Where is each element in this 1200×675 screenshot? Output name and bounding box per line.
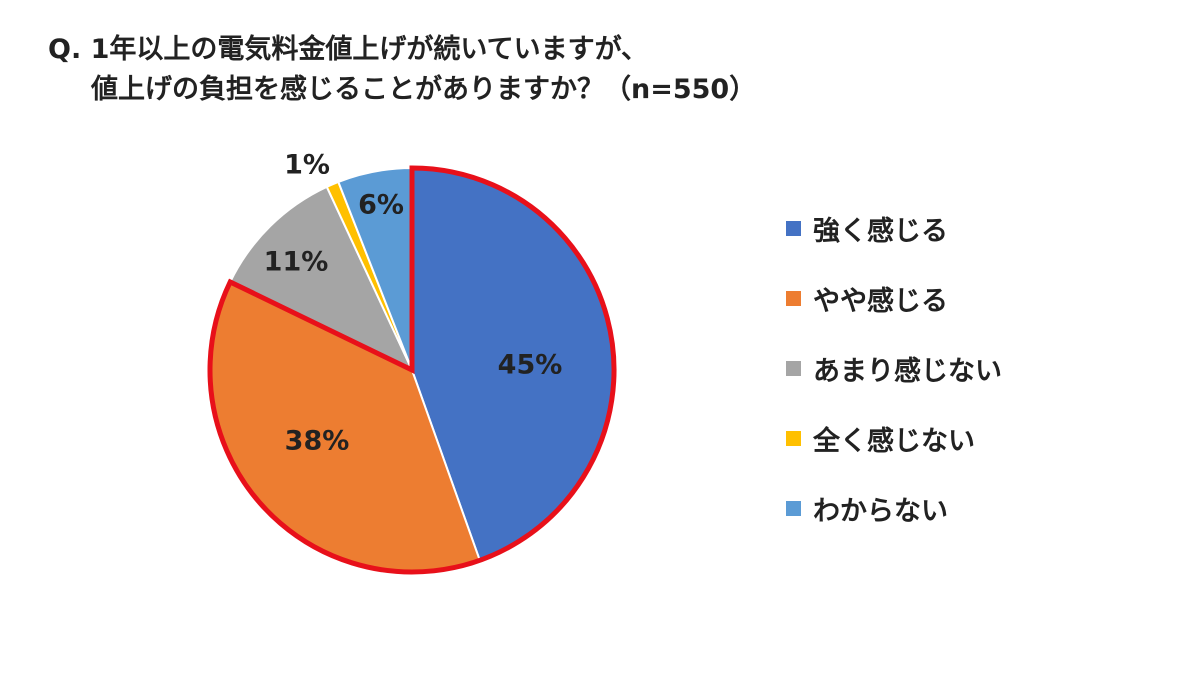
legend-label: 全く感じない bbox=[813, 425, 975, 457]
chart-title-line2: 値上げの負担を感じることがありますか？（n=550） bbox=[91, 74, 757, 105]
data-label-slice-5: 6% bbox=[358, 190, 404, 221]
data-label-slice-4: 1% bbox=[284, 150, 330, 181]
data-label-slice-2: 38% bbox=[285, 426, 350, 457]
legend-label: わからない bbox=[813, 495, 948, 527]
pie-slice-3 bbox=[228, 185, 415, 373]
data-label-slice-3: 11% bbox=[264, 247, 329, 278]
legend-item-slice-2: やや感じる bbox=[786, 278, 1002, 318]
chart-legend: 強く感じるやや感じるあまり感じない 全く感じない わからない bbox=[786, 208, 1002, 558]
legend-item-slice-5: わからない bbox=[786, 488, 1002, 528]
legend-swatch bbox=[786, 290, 801, 306]
highlight-outline bbox=[207, 165, 617, 575]
legend-swatch bbox=[786, 360, 801, 376]
legend-swatch bbox=[786, 430, 801, 446]
legend-swatch bbox=[786, 220, 801, 236]
legend-item-slice-1: 強く感じる bbox=[786, 208, 1002, 248]
legend-label: あまり感じない bbox=[813, 355, 1002, 387]
chart-title: Q. 1年以上の電気料金値上げが続いていますが、 値上げの負担を感じることがあり… bbox=[48, 30, 756, 110]
data-label-slice-1: 45% bbox=[498, 350, 563, 381]
legend-label: やや感じる bbox=[813, 285, 948, 317]
legend-label: 強く感じる bbox=[813, 215, 948, 247]
legend-swatch bbox=[786, 500, 801, 516]
legend-item-slice-3: あまり感じない bbox=[786, 348, 1002, 388]
chart-title-line1: Q. 1年以上の電気料金値上げが続いていますが、 bbox=[48, 34, 649, 65]
legend-item-slice-4: 全く感じない bbox=[786, 418, 1002, 458]
